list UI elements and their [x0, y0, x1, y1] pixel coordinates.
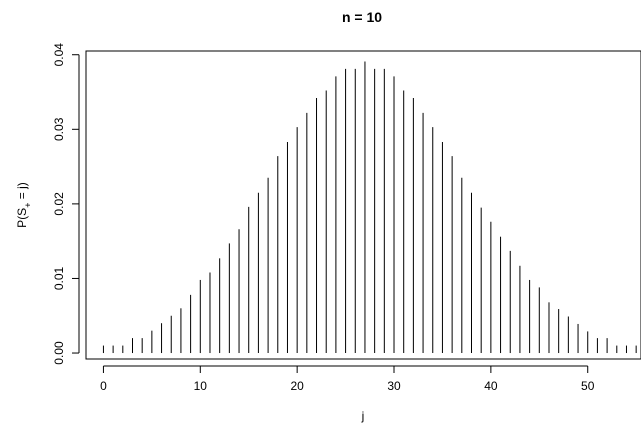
bar-series	[102, 61, 637, 354]
x-tick-label: 30	[387, 379, 401, 393]
y-axis-label: P(S+ = j)	[15, 182, 33, 228]
y-axis-label-main: P(S	[15, 208, 29, 228]
plot-frame	[85, 50, 641, 360]
x-tick-label: 40	[484, 379, 498, 393]
y-axis: 0.00 0.01 0.02 0.03 0.04	[52, 43, 80, 365]
y-axis-label-tail: = j)	[15, 182, 29, 202]
y-tick-label: 0.04	[52, 43, 66, 67]
y-tick-label: 0.02	[52, 192, 66, 216]
y-tick-label: 0.00	[52, 341, 66, 365]
x-axis-label: j	[361, 409, 365, 423]
x-tick-label: 10	[194, 379, 208, 393]
y-axis-label-sub: +	[23, 203, 33, 208]
chart-title: n = 10	[342, 9, 382, 25]
x-axis: 0 10 20 30 40 50	[100, 365, 595, 393]
x-tick-label: 0	[100, 379, 107, 393]
y-tick-label: 0.03	[52, 117, 66, 141]
x-tick-label: 50	[581, 379, 595, 393]
x-tick-label: 20	[290, 379, 304, 393]
y-tick-label: 0.01	[52, 266, 66, 290]
